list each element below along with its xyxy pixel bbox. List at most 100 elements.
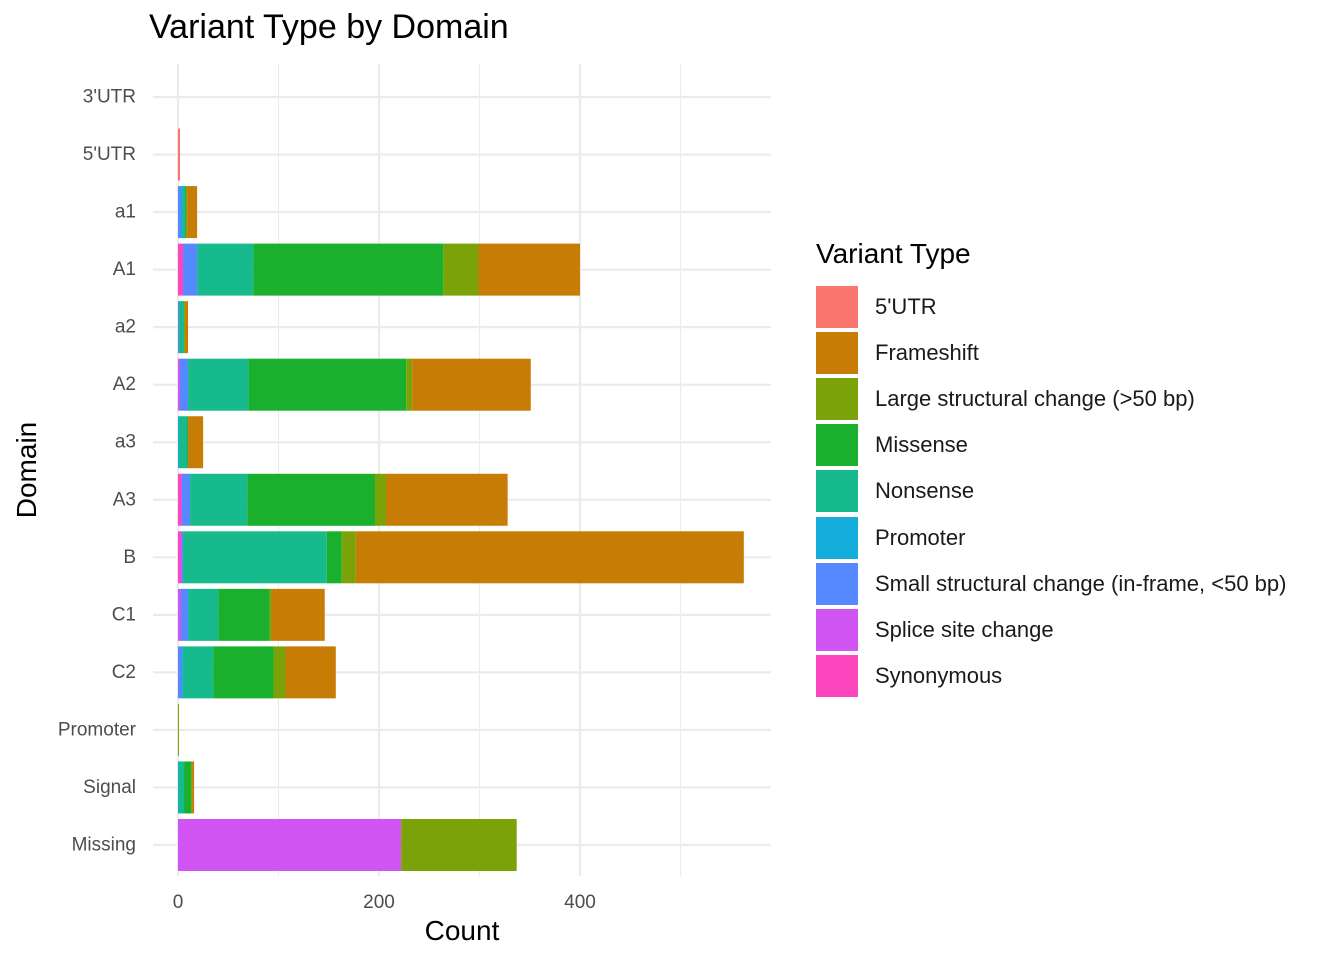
y-tick-label: A3 [113, 489, 136, 510]
bar-segment [184, 301, 186, 354]
y-tick-label: a2 [115, 317, 136, 338]
legend-key [816, 654, 858, 697]
bar-segment [192, 761, 195, 814]
bar-segment [178, 646, 183, 699]
bar-segment [182, 531, 184, 584]
legend-item: Frameshift [816, 330, 1286, 376]
bar-segment [188, 588, 219, 641]
y-tick-label: B [123, 547, 136, 568]
legend-key [816, 424, 858, 467]
bar-segment [186, 186, 188, 239]
y-tick-label: Promoter [58, 719, 137, 740]
legend-key [816, 470, 858, 513]
bar-segment [178, 473, 182, 526]
bar-segment [178, 819, 402, 871]
legend-item: Splice site change [816, 607, 1286, 653]
bar-segment [183, 186, 186, 239]
legend-label: 5'UTR [875, 294, 937, 320]
legend-item: Missense [816, 422, 1286, 468]
bar-segment [269, 588, 272, 641]
bar-segment [178, 128, 181, 181]
bar-segment [218, 588, 270, 641]
bar-segment [374, 473, 387, 526]
legend-item: 5'UTR [816, 284, 1286, 330]
bar-segment [178, 761, 180, 814]
legend-title: Variant Type [816, 238, 971, 269]
bar-segment [178, 243, 184, 296]
bar-segment [326, 531, 342, 584]
bar-segment [253, 243, 444, 296]
x-tick-label: 200 [363, 892, 395, 913]
bar-segment [184, 761, 192, 814]
legend-key [816, 286, 858, 329]
y-tick-label: A2 [113, 374, 136, 395]
bars [178, 128, 744, 871]
legend-key [816, 516, 858, 559]
bar-segment [247, 473, 375, 526]
legend-item: Small structural change (in-frame, <50 b… [816, 561, 1286, 607]
y-tick-label: C1 [112, 604, 136, 625]
chart-title: Variant Type by Domain [149, 8, 509, 46]
y-tick-label: a3 [115, 432, 136, 453]
bar-segment [178, 531, 181, 584]
bar-segment [248, 358, 407, 411]
y-tick-label: Signal [83, 777, 136, 798]
bar-segment [190, 473, 248, 526]
grid [153, 64, 771, 876]
y-tick-label: a1 [115, 202, 136, 223]
bar-segment [180, 358, 189, 411]
legend-label: Frameshift [875, 340, 979, 366]
legend-key [816, 608, 858, 651]
y-axis-title: Domain [11, 422, 42, 518]
bar-segment [187, 416, 189, 469]
legend-item: Large structural change (>50 bp) [816, 376, 1286, 422]
legend-label: Synonymous [875, 662, 1003, 688]
legend-label: Nonsense [875, 478, 975, 504]
bar-segment [355, 531, 744, 584]
legend-label: Missense [875, 432, 968, 458]
bar-segment [178, 703, 180, 756]
bar-segment [182, 473, 191, 526]
bar-segment [178, 416, 180, 469]
bar-segment [183, 243, 198, 296]
bar-segment [401, 819, 517, 871]
bar-segment [183, 646, 214, 699]
bar-segment [180, 531, 183, 584]
bar-segment [285, 646, 336, 699]
bar-segment [178, 358, 181, 411]
bar-segment [406, 358, 413, 411]
bar-segment [185, 301, 189, 354]
y-tick-label: Missing [72, 835, 136, 856]
bar-segment [181, 186, 184, 239]
bar-segment [188, 416, 204, 469]
legend-item: Promoter [816, 514, 1286, 560]
chart-plot: 3'UTR 5'UTR a1 A1 a2 A2 a3 A3 B C1 C2 Promoter Signa… [11, 64, 771, 947]
y-tick-label: 3'UTR [83, 87, 136, 108]
bar-segment [188, 358, 249, 411]
bar-segment [273, 646, 286, 699]
legend-item: Nonsense [816, 468, 1286, 514]
x-axis-title: Count [425, 915, 500, 946]
legend-key [816, 378, 858, 421]
x-tick-label: 0 [173, 892, 184, 913]
bar-segment [187, 186, 198, 239]
bar-segment [197, 243, 254, 296]
bar-segment [178, 186, 182, 239]
legend-label: Splice site change [875, 616, 1054, 642]
y-tick-label: A1 [113, 259, 136, 280]
bar-segment [412, 358, 531, 411]
legend-key [816, 332, 858, 375]
bar-segment [341, 531, 356, 584]
axes: 3'UTR 5'UTR a1 A1 a2 A2 a3 A3 B C1 C2 Promoter Signa… [11, 87, 596, 947]
bar-segment [182, 646, 184, 699]
bar-segment [386, 473, 508, 526]
bar-segment [179, 301, 185, 354]
bar-segment [271, 588, 325, 641]
y-tick-label: C2 [112, 662, 136, 683]
legend-item: Synonymous [816, 653, 1286, 699]
bar-segment [191, 761, 193, 814]
bar-segment [181, 473, 183, 526]
bar-segment [213, 646, 274, 699]
legend: Variant Type 5'UTR Frameshift Large struct… [816, 238, 1286, 699]
bar-segment [178, 301, 180, 354]
